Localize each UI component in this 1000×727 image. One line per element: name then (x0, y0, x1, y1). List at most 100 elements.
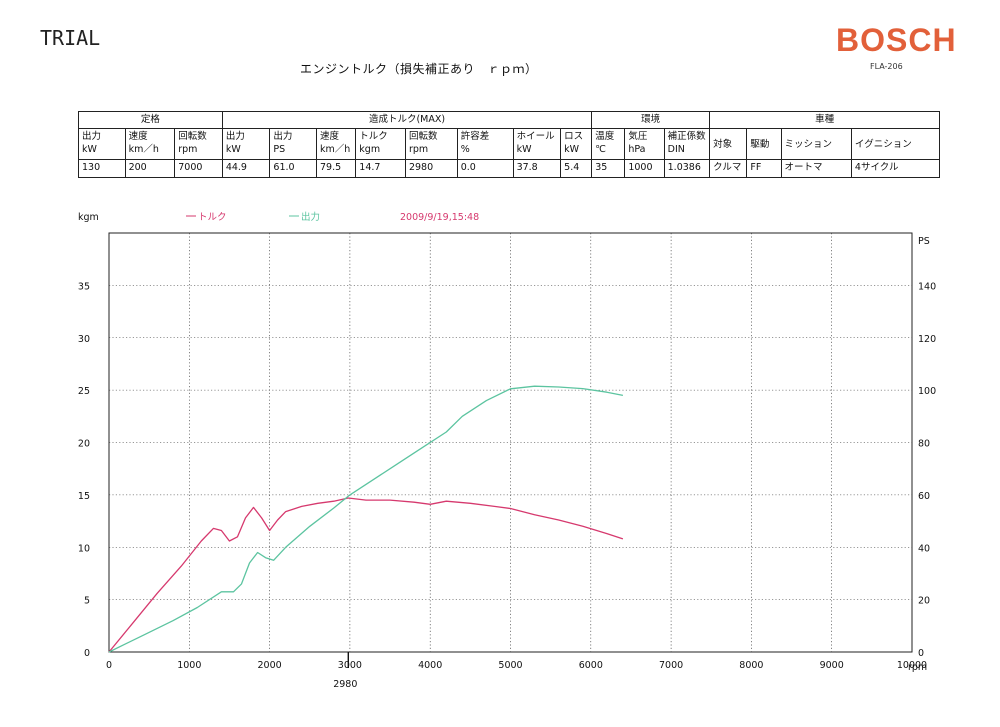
x-tick-label: 0 (106, 660, 112, 671)
x-tick-label: 4000 (418, 660, 442, 671)
value-rated-2: 7000 (174, 159, 223, 178)
y-left-tick-label: 30 (78, 334, 90, 345)
x-tick-label: 5000 (498, 660, 522, 671)
head-rated-1-line: 速度 (128, 131, 148, 142)
y-right-tick-label: 80 (918, 439, 930, 450)
head-env-2-line: DIN (667, 144, 685, 155)
y-axis-left: 0 5 10 15 20 25 30 35 (78, 281, 90, 659)
head-env-2: 補正係数 DIN (663, 128, 711, 160)
head-max-0: 出力 kW (221, 128, 271, 160)
head-max-3-line: トルク (359, 131, 388, 142)
y-right-tick-label: 40 (918, 543, 930, 554)
value-vehicle-0: クルマ (709, 159, 748, 178)
head-max-6: ホイール kW (512, 128, 562, 160)
head-max-7-line: kW (564, 144, 580, 155)
head-rated-0-line: 出力 (82, 131, 102, 142)
value-max-0: 44.9 (221, 159, 271, 178)
value-vehicle-2: オートマ (780, 159, 852, 178)
y-left-axis-label: kgm (78, 212, 99, 223)
value-rated-1: 200 (124, 159, 176, 178)
y-left-tick-label: 0 (84, 648, 90, 659)
y-right-tick-label: 60 (918, 491, 930, 502)
y-left-tick-label: 35 (78, 281, 90, 292)
head-max-1: 出力 PS (269, 128, 317, 160)
x-tick-label: 8000 (739, 660, 763, 671)
head-max-2-line: 速度 (319, 131, 339, 142)
x-axis: 0 1000 2000 3000 4000 5000 6000 7000 8000 9000 100… (106, 660, 927, 671)
head-env-0-line: 温度 (595, 131, 615, 142)
y-right-axis-label: PS (918, 236, 930, 247)
head-env-0-line: ℃ (595, 144, 606, 155)
y-left-tick-label: 10 (78, 543, 90, 554)
head-env-1-line: 気圧 (628, 131, 648, 142)
head-max-7-line: ロス (564, 131, 584, 142)
value-max-5: 0.0 (456, 159, 514, 178)
head-rated-0-line: kW (82, 144, 97, 155)
head-max-4: 回転数 rpm (404, 128, 458, 160)
chart-timestamp: 2009/9/19,15:48 (400, 212, 479, 223)
y-axis-right: 0 20 40 60 80 100 120 140 (918, 281, 936, 659)
value-env-1: 1000 (624, 159, 665, 178)
legend-torque-label: トルク (198, 212, 227, 223)
head-rated-1-line: km／h (128, 144, 159, 155)
head-env-1: 気圧 hPa (624, 128, 665, 160)
head-max-3-line: kgm (359, 144, 381, 155)
head-max-2-line: km／h (319, 144, 351, 155)
head-max-4-line: rpm (408, 144, 429, 155)
head-rated-2-line: rpm (178, 144, 198, 155)
head-max-1-line: 出力 (273, 131, 293, 142)
head-env-2-line: 補正係数 (667, 131, 706, 142)
y-right-tick-label: 0 (918, 648, 924, 659)
trial-stamp: TRIAL (40, 26, 101, 50)
brand-logo: BOSCH (836, 22, 957, 58)
head-rated-2-line: 回転数 (178, 131, 207, 142)
head-max-0-line: 出力 (225, 131, 245, 142)
x-tick-label: 10000 (897, 660, 927, 671)
head-max-0-line: kW (225, 144, 241, 155)
head-vehicle-2: ミッション (780, 128, 852, 160)
series-line-power (108, 385, 624, 653)
head-max-2: 速度 km／h (315, 128, 357, 160)
page-title: エンジントルク（損失補正あり ｒｐｍ） (300, 62, 538, 76)
series-line-torque (108, 497, 624, 653)
head-rated-2: 回転数 rpm (174, 128, 223, 160)
x-axis-label: rpm (908, 662, 927, 673)
y-right-tick-label: 100 (918, 386, 936, 397)
head-max-5: 許容差% (456, 128, 514, 160)
head-max-4-line: 回転数 (408, 131, 438, 142)
x-tick-label: 9000 (820, 660, 844, 671)
series-layer (108, 385, 624, 653)
head-vehicle-1: 駆動 (746, 128, 782, 160)
value-vehicle-3: 4サイクル (850, 159, 941, 178)
y-left-tick-label: 25 (78, 386, 90, 397)
x-tick-label: 2000 (258, 660, 282, 671)
legend-power-label: 出力 (301, 211, 320, 223)
model-number: FLA-206 (870, 62, 903, 71)
head-max-1-line: PS (273, 144, 286, 155)
head-vehicle-3: イグニション (850, 128, 941, 160)
plot-frame (108, 232, 913, 653)
y-right-tick-label: 20 (918, 596, 930, 607)
y-left-tick-label: 5 (84, 596, 90, 607)
y-right-tick-label: 120 (918, 334, 936, 345)
y-left-tick-label: 20 (78, 439, 90, 450)
values-row: 130 200 7000 44.9 61.0 79.5 14.7 2980 0.0 37.8 5.4… (78, 159, 941, 178)
y-left-tick-label: 15 (78, 491, 90, 502)
head-max-5-line: 許容差 (460, 131, 490, 142)
chart-grid (109, 233, 912, 652)
x-tick-label: 7000 (659, 660, 683, 671)
x-tick-label: 6000 (579, 660, 603, 671)
x-tick-label: 3000 (338, 660, 362, 671)
max-torque-marker-label: 2980 (333, 679, 357, 690)
spec-table: 定格 造成トルク(MAX) 環境 車種 出力 kW 速度 km／h 回転数 rpm 出力 kW… (78, 111, 941, 178)
head-max-6-line: kW (516, 144, 532, 155)
y-right-tick-label: 140 (918, 281, 936, 292)
head-max-5-line: % (460, 144, 470, 155)
value-max-2: 79.5 (315, 159, 357, 178)
header-row: 出力 kW 速度 km／h 回転数 rpm 出力 kW 出力 PS 速度 km／h トルク kgm 回転数 r… (78, 128, 941, 160)
head-rated-1: 速度 km／h (124, 128, 176, 160)
x-tick-label: 1000 (177, 660, 201, 671)
head-max-6-line: ホイール (516, 131, 555, 142)
head-env-1-line: hPa (628, 144, 646, 155)
